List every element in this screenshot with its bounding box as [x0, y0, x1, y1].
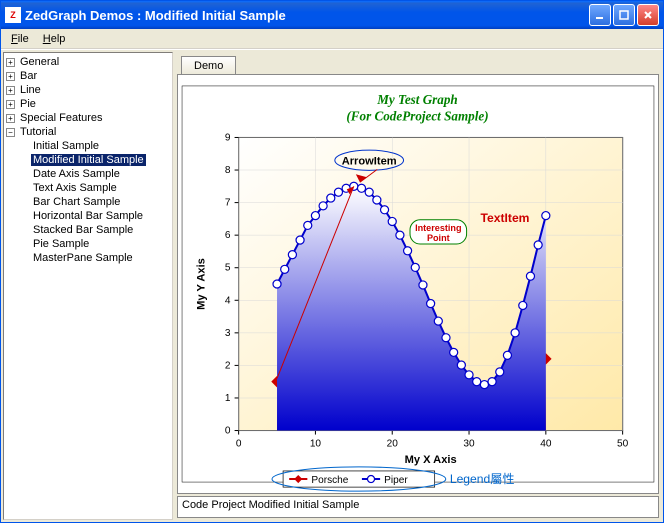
tree-toggle-icon[interactable]: +: [6, 58, 15, 67]
status-bar: Code Project Modified Initial Sample: [177, 496, 659, 518]
graph-area[interactable]: My Test Graph(For CodeProject Sample)010…: [177, 74, 659, 494]
app-window: Z ZedGraph Demos : Modified Initial Samp…: [0, 0, 664, 523]
tree-leaf[interactable]: Stacked Bar Sample: [4, 223, 172, 237]
tree-label[interactable]: Bar Chart Sample: [31, 196, 122, 208]
svg-text:Point: Point: [427, 233, 450, 243]
tree-label[interactable]: General: [18, 56, 61, 68]
app-icon: Z: [5, 7, 21, 23]
tree-label[interactable]: Tutorial: [18, 126, 58, 138]
chart-svg: My Test Graph(For CodeProject Sample)010…: [178, 75, 658, 493]
maximize-button[interactable]: [613, 4, 635, 26]
svg-text:20: 20: [387, 439, 399, 450]
svg-text:Piper: Piper: [384, 475, 408, 486]
tree-leaf[interactable]: Text Axis Sample: [4, 181, 172, 195]
tree-label[interactable]: Line: [18, 84, 43, 96]
tree-label[interactable]: Stacked Bar Sample: [31, 224, 135, 236]
svg-text:10: 10: [310, 439, 322, 450]
tree-node[interactable]: +Special Features: [4, 111, 172, 125]
tree-view[interactable]: +General+Bar+Line+Pie+Special Features−T…: [3, 52, 173, 520]
svg-text:Interesting: Interesting: [415, 223, 461, 233]
tree-label[interactable]: Special Features: [18, 112, 105, 124]
svg-text:Legend屬性: Legend屬性: [450, 472, 515, 486]
svg-text:30: 30: [463, 439, 475, 450]
tree-label[interactable]: Initial Sample: [31, 140, 101, 152]
tree-leaf[interactable]: Pie Sample: [4, 237, 172, 251]
tree-label[interactable]: Date Axis Sample: [31, 168, 122, 180]
tree-toggle-icon[interactable]: +: [6, 86, 15, 95]
menu-help[interactable]: Help: [37, 31, 72, 47]
svg-text:2: 2: [225, 360, 231, 371]
svg-text:My Y Axis: My Y Axis: [195, 258, 207, 310]
tree-node[interactable]: +Pie: [4, 97, 172, 111]
tree-leaf[interactable]: Bar Chart Sample: [4, 195, 172, 209]
svg-text:40: 40: [540, 439, 552, 450]
tree-leaf[interactable]: Horizontal Bar Sample: [4, 209, 172, 223]
tree-leaf[interactable]: Initial Sample: [4, 139, 172, 153]
menubar: File Help: [1, 29, 663, 49]
tree-node[interactable]: +Line: [4, 83, 172, 97]
tree-toggle-icon[interactable]: +: [6, 114, 15, 123]
tree-label[interactable]: Text Axis Sample: [31, 182, 119, 194]
svg-text:9: 9: [225, 133, 231, 144]
tree-toggle-icon[interactable]: +: [6, 72, 15, 81]
tree-label[interactable]: Bar: [18, 70, 39, 82]
tree-label[interactable]: Modified Initial Sample: [31, 154, 146, 166]
svg-text:Porsche: Porsche: [311, 475, 348, 486]
tabstrip: Demo: [175, 52, 661, 74]
svg-text:(For CodeProject Sample): (For CodeProject Sample): [346, 108, 488, 123]
client-area: +General+Bar+Line+Pie+Special Features−T…: [1, 49, 663, 522]
tree-leaf[interactable]: Modified Initial Sample: [4, 153, 172, 167]
svg-text:My Test Graph: My Test Graph: [376, 92, 457, 107]
right-pane: Demo My Test Graph(For CodeProject Sampl…: [175, 52, 661, 520]
svg-text:3: 3: [225, 328, 231, 339]
svg-text:TextItem: TextItem: [481, 211, 530, 225]
titlebar[interactable]: Z ZedGraph Demos : Modified Initial Samp…: [1, 1, 663, 29]
svg-text:7: 7: [225, 198, 231, 209]
svg-text:My X Axis: My X Axis: [405, 454, 457, 466]
close-button[interactable]: [637, 4, 659, 26]
svg-text:8: 8: [225, 165, 231, 176]
svg-text:50: 50: [617, 439, 629, 450]
window-title: ZedGraph Demos : Modified Initial Sample: [25, 8, 587, 23]
svg-text:1: 1: [225, 393, 231, 404]
menu-file[interactable]: File: [5, 31, 35, 47]
svg-text:5: 5: [225, 263, 231, 274]
minimize-button[interactable]: [589, 4, 611, 26]
tree-label[interactable]: Pie: [18, 98, 38, 110]
svg-text:0: 0: [236, 439, 242, 450]
tree-node[interactable]: +Bar: [4, 69, 172, 83]
tree-label[interactable]: Pie Sample: [31, 238, 91, 250]
svg-text:ArrowItem: ArrowItem: [342, 155, 397, 167]
tree-leaf[interactable]: MasterPane Sample: [4, 251, 172, 265]
tree-node[interactable]: −Tutorial: [4, 125, 172, 139]
tree-leaf[interactable]: Date Axis Sample: [4, 167, 172, 181]
tree-node[interactable]: +General: [4, 55, 172, 69]
svg-text:6: 6: [225, 230, 231, 241]
tree-toggle-icon[interactable]: −: [6, 128, 15, 137]
tree-toggle-icon[interactable]: +: [6, 100, 15, 109]
tree-label[interactable]: Horizontal Bar Sample: [31, 210, 145, 222]
tree-label[interactable]: MasterPane Sample: [31, 252, 135, 264]
svg-text:4: 4: [225, 295, 231, 306]
tab-demo[interactable]: Demo: [181, 56, 236, 75]
svg-text:0: 0: [225, 426, 231, 437]
